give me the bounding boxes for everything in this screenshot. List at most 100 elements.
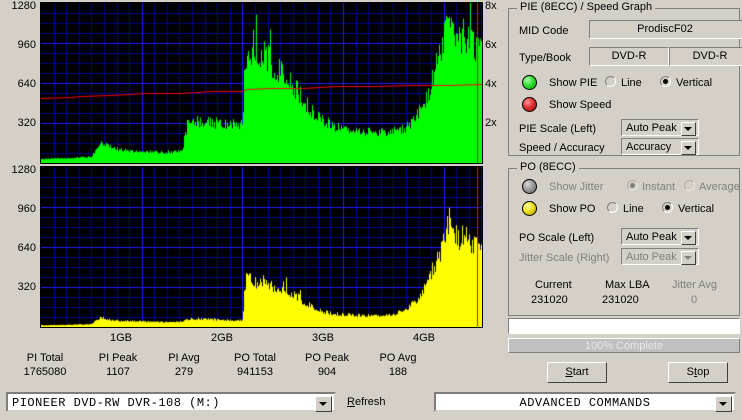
pie-scale-select[interactable]: Auto Peak xyxy=(621,119,699,136)
pie-y-tick: 960 xyxy=(17,39,36,51)
po-line-radio[interactable] xyxy=(607,202,619,214)
stop-button[interactable]: Stop xyxy=(668,362,728,383)
jitter-scale-select: Auto Peak xyxy=(621,248,699,265)
pie-scale-label: PIE Scale (Left) xyxy=(519,123,597,135)
status-log-box xyxy=(508,318,740,334)
stat-value: 904 xyxy=(317,366,337,378)
chevron-down-icon[interactable] xyxy=(681,141,696,155)
speed-tick: 2x xyxy=(485,117,497,129)
radio-dot-icon xyxy=(630,183,635,188)
x-tick-2gb: 2GB xyxy=(211,332,234,344)
show-jitter-led-icon xyxy=(522,179,537,194)
type-field: DVD-R xyxy=(589,47,669,66)
refresh-accel: R xyxy=(347,396,355,408)
po-vertical-label[interactable]: Vertical xyxy=(678,203,715,215)
po-vertical-radio[interactable] xyxy=(662,202,674,214)
show-po-label[interactable]: Show PO xyxy=(549,203,596,215)
pie-vertical-radio[interactable] xyxy=(660,76,672,88)
po-y-axis: 1280 960 640 320 xyxy=(0,164,38,326)
speed-axis: 8x 6x 4x 2x xyxy=(482,0,512,162)
show-pie-led-icon[interactable] xyxy=(522,75,537,90)
mid-code-label: MID Code xyxy=(519,25,569,37)
drive-select[interactable]: PIONEER DVD-RW DVR-108 (M:) xyxy=(6,392,336,412)
show-po-led-icon[interactable] xyxy=(522,201,537,216)
po-scale-select[interactable]: Auto Peak xyxy=(621,228,699,245)
radio-ring-icon xyxy=(607,202,618,213)
progress-bar: 100% Complete xyxy=(508,338,740,353)
progress-label: 100% Complete xyxy=(584,340,664,352)
stat-pi-total: PI Total 1765080 xyxy=(0,352,90,379)
show-jitter-label: Show Jitter xyxy=(549,181,604,193)
stat-value: 1765080 xyxy=(23,366,67,378)
show-speed-led-icon[interactable] xyxy=(522,97,537,112)
speed-tick: 6x xyxy=(485,39,497,51)
start-button[interactable]: Start xyxy=(547,362,607,383)
chevron-down-icon[interactable] xyxy=(715,396,732,412)
pie-speed-panel: PIE (8ECC) / Speed Graph MID Code Prodis… xyxy=(508,2,742,156)
chevron-down-icon[interactable] xyxy=(681,231,696,245)
pie-y-tick: 640 xyxy=(17,78,36,90)
start-label-rest: tart xyxy=(572,366,589,378)
drive-select-value: PIONEER DVD-RW DVR-108 (M:) xyxy=(12,396,220,410)
stat-po-total: PO Total 941153 xyxy=(210,352,300,379)
pie-panel-legend: PIE (8ECC) / Speed Graph xyxy=(517,2,656,13)
po-y-tick: 1280 xyxy=(11,164,36,176)
stop-accel: t xyxy=(694,366,698,378)
stat-value: 188 xyxy=(388,366,408,378)
radio-dot-icon xyxy=(665,205,670,210)
radio-ring-icon xyxy=(605,76,616,87)
chevron-down-icon[interactable] xyxy=(681,122,696,136)
po-scale-value: Auto Peak xyxy=(626,231,677,243)
pie-plot[interactable] xyxy=(40,2,483,164)
type-book-label: Type/Book xyxy=(519,52,571,64)
max-lba-value: 231020 xyxy=(602,294,639,306)
radio-ring-icon xyxy=(684,180,695,191)
po-y-tick: 960 xyxy=(17,203,36,215)
speed-accuracy-value: Accuracy xyxy=(626,141,672,153)
jitter-average-radio xyxy=(684,180,696,192)
stat-header: PO Total xyxy=(234,352,276,364)
po-plot[interactable] xyxy=(40,166,483,328)
pie-y-axis: 1280 960 640 320 xyxy=(0,0,38,162)
stat-po-avg: PO Avg 188 xyxy=(353,352,443,379)
stat-header: PI Total xyxy=(26,352,64,364)
speed-tick: 8x xyxy=(485,0,497,12)
jitter-scale-value: Auto Peak xyxy=(626,251,677,263)
stat-po-peak: PO Peak 904 xyxy=(282,352,372,379)
radio-dot-icon xyxy=(663,79,668,84)
speed-accuracy-select[interactable]: Accuracy xyxy=(621,138,699,155)
po-y-tick: 640 xyxy=(17,242,36,254)
jitter-avg-value: 0 xyxy=(691,294,698,306)
max-lba-label: Max LBA xyxy=(605,279,650,291)
stat-header: PO Avg xyxy=(379,352,417,364)
statistics-row: PI Total 1765080 PI Peak 1107 PI Avg 279… xyxy=(0,352,438,382)
show-pie-label[interactable]: Show PIE xyxy=(549,77,598,89)
current-label: Current xyxy=(535,279,572,291)
mid-code-field: ProdiscF02 xyxy=(589,20,742,39)
advanced-commands-select[interactable]: ADVANCED COMMANDS xyxy=(434,392,736,412)
pie-vertical-label[interactable]: Vertical xyxy=(676,77,713,89)
stat-value: 279 xyxy=(174,366,194,378)
po-line-label[interactable]: Line xyxy=(623,203,644,215)
chevron-down-icon[interactable] xyxy=(315,396,332,412)
book-value: DVD-R xyxy=(692,50,728,62)
pie-line-radio[interactable] xyxy=(605,76,617,88)
po-scale-label: PO Scale (Left) xyxy=(519,232,595,244)
stat-pi-peak: PI Peak 1107 xyxy=(73,352,163,379)
jitter-scale-label: Jitter Scale (Right) xyxy=(519,252,610,264)
x-axis-labels: 1GB 2GB 3GB 4GB xyxy=(0,332,505,348)
current-value: 231020 xyxy=(531,294,568,306)
pie-y-tick: 320 xyxy=(17,117,36,129)
stat-value: 1107 xyxy=(106,366,130,378)
stat-pi-avg: PI Avg 279 xyxy=(139,352,229,379)
refresh-button[interactable]: Refresh xyxy=(347,396,386,408)
graphs-container: 1280 960 640 320 8x 6x 4x 2x 1280 960 64… xyxy=(0,0,497,345)
show-speed-label[interactable]: Show Speed xyxy=(549,99,612,111)
stop-label-pre: S xyxy=(686,366,695,378)
x-tick-3gb: 3GB xyxy=(312,332,335,344)
x-tick-1gb: 1GB xyxy=(110,332,133,344)
jitter-average-label: Average xyxy=(699,181,740,193)
mid-code-value: ProdiscF02 xyxy=(637,23,693,35)
pie-line-label[interactable]: Line xyxy=(621,77,642,89)
po-panel-legend: PO (8ECC) xyxy=(517,162,579,173)
